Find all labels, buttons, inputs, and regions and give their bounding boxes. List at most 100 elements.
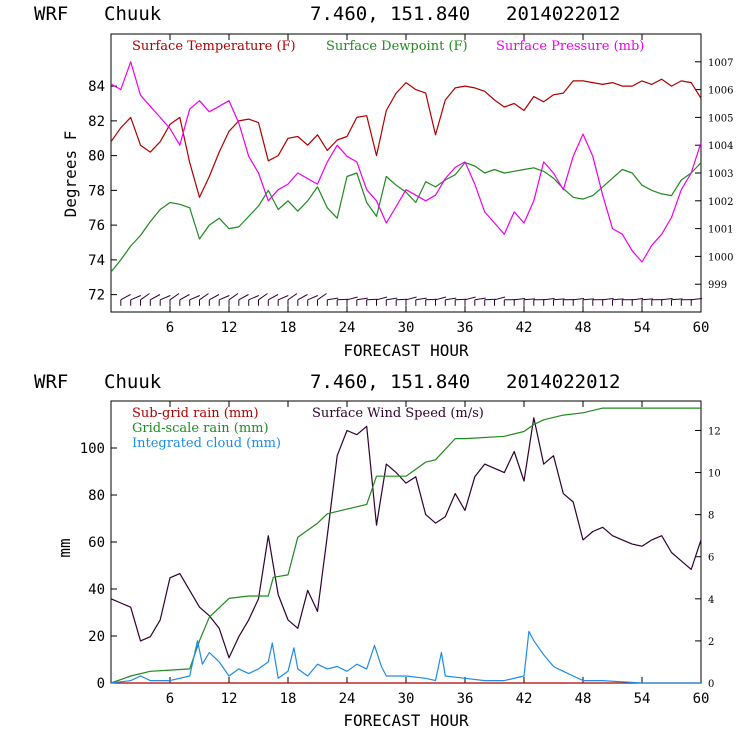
- wind-barb: [337, 298, 349, 301]
- wind-barb: [160, 295, 171, 301]
- legend-pressure: Surface Pressure (mb): [496, 39, 644, 54]
- wind-barb: [405, 296, 417, 301]
- y2-tick-label: 999: [708, 280, 727, 291]
- wind-barb: [484, 298, 496, 301]
- legend-gridscale-rain: Grid-scale rain (mm): [132, 421, 269, 436]
- y-tick-label: 60: [88, 535, 105, 551]
- wind-barb: [641, 298, 654, 301]
- y2-tick-label: 8: [708, 511, 714, 522]
- x-axis-label-top: FORECAST HOUR: [343, 341, 469, 360]
- x-tick-label: 48: [575, 320, 592, 336]
- x-tick-label: 6: [166, 320, 174, 336]
- y2-tick-label: 4: [708, 595, 714, 606]
- wind-barb: [514, 298, 526, 301]
- x-tick-label: 48: [575, 691, 592, 707]
- y2-tick-label: 12: [708, 426, 721, 437]
- wind-barbs: [120, 293, 703, 306]
- wind-barb: [474, 297, 486, 301]
- series-line-grid-scale-rain-mm: [110, 407, 701, 684]
- wind-barb: [248, 295, 259, 301]
- series-line-surface-dewpoint-f: [110, 162, 702, 273]
- plot-frame-top: [110, 33, 702, 313]
- header-model: WRF: [34, 3, 68, 25]
- y-tick-label: 100: [80, 441, 105, 457]
- header-init: 2014022012: [506, 371, 620, 393]
- panel-top: WRF Chuuk 7.460, 151.840 2014022012 Surf…: [34, 3, 733, 360]
- x-tick-label: 24: [339, 320, 356, 336]
- header-coords: 7.460, 151.840: [310, 371, 470, 393]
- wind-barb: [356, 297, 368, 301]
- series-bottom: [110, 407, 702, 684]
- panel-bottom: WRF Chuuk 7.460, 151.840 2014022012 Sub-…: [34, 371, 721, 730]
- wind-barb: [661, 298, 673, 301]
- x-axis-label-bottom: FORECAST HOUR: [343, 711, 469, 730]
- wind-barb: [425, 298, 437, 301]
- legend-wind-speed: Surface Wind Speed (m/s): [312, 406, 484, 421]
- x-tick-label: 12: [221, 320, 238, 336]
- y-tick-label: 80: [88, 149, 105, 165]
- y2-tick-label: 2: [708, 637, 714, 648]
- wind-barb: [455, 298, 467, 301]
- legend-integrated-cloud: Integrated cloud (mm): [132, 436, 281, 451]
- wind-barb: [209, 294, 220, 301]
- y-tick-label: 84: [88, 79, 105, 95]
- y-tick-label: 76: [88, 218, 105, 234]
- y2-tick-label: 0: [708, 679, 714, 690]
- wind-barb: [543, 298, 555, 301]
- y-axis-label-top: Degrees F: [61, 131, 80, 218]
- x-tick-label: 36: [457, 320, 474, 336]
- wind-barb: [219, 295, 230, 301]
- series-line-integrated-cloud-mm: [110, 630, 701, 684]
- series-line-surface-temperature-f: [110, 78, 702, 198]
- header-model: WRF: [34, 371, 68, 393]
- series-top: [110, 61, 702, 273]
- wind-barb: [445, 297, 457, 301]
- wind-barb: [287, 293, 298, 301]
- wind-barb: [553, 298, 565, 301]
- y-tick-label: 72: [88, 288, 105, 304]
- wind-barb: [120, 294, 131, 301]
- y2-tick-label: 1000: [708, 252, 733, 263]
- y-axis-label-bottom: mm: [55, 538, 74, 557]
- legend-dewpoint: Surface Dewpoint (F): [326, 39, 468, 54]
- x-tick-label: 42: [516, 320, 533, 336]
- wind-barb: [386, 297, 398, 301]
- wind-barb: [189, 295, 200, 301]
- legend-temperature: Surface Temperature (F): [132, 39, 296, 54]
- y2-tick-label: 1004: [708, 141, 733, 152]
- y2-tick-label: 1003: [708, 169, 733, 180]
- series-line-surface-pressure-mb: [110, 61, 702, 263]
- x-tick-label: 42: [516, 691, 533, 707]
- y2-tick-label: 1007: [708, 58, 733, 69]
- wind-barb: [140, 293, 150, 301]
- x-tick-label: 6: [166, 691, 174, 707]
- x-tick-label: 18: [280, 691, 297, 707]
- x-tick-label: 30: [398, 320, 415, 336]
- wind-barb: [494, 296, 506, 301]
- axis-ticks-top: 6 12 18 24 30 36 42 48 54 60 72 74 76 78 80 82 84 999 1000…: [88, 34, 733, 336]
- y2-tick-label: 6: [708, 553, 714, 564]
- wind-barb: [602, 298, 614, 301]
- wind-barb: [297, 294, 308, 301]
- y-tick-label: 80: [88, 488, 105, 504]
- wind-barb: [169, 293, 180, 301]
- wind-barb: [258, 293, 268, 301]
- x-tick-label: 54: [634, 691, 651, 707]
- x-tick-label: 18: [280, 320, 297, 336]
- x-tick-label: 12: [221, 691, 238, 707]
- legend-subgrid-rain: Sub-grid rain (mm): [132, 406, 259, 421]
- wind-barb: [612, 298, 624, 301]
- y2-tick-label: 10: [708, 469, 721, 480]
- wind-barb: [632, 298, 644, 301]
- wind-barb: [366, 298, 378, 301]
- wind-barb: [582, 298, 595, 301]
- header-station: Chuuk: [104, 371, 162, 393]
- x-tick-label: 60: [693, 691, 710, 707]
- wind-barb: [435, 296, 447, 301]
- x-tick-label: 60: [693, 320, 710, 336]
- header-init: 2014022012: [506, 3, 620, 25]
- wind-barb: [199, 293, 209, 301]
- wind-barb: [268, 294, 279, 301]
- y-tick-label: 74: [88, 253, 105, 269]
